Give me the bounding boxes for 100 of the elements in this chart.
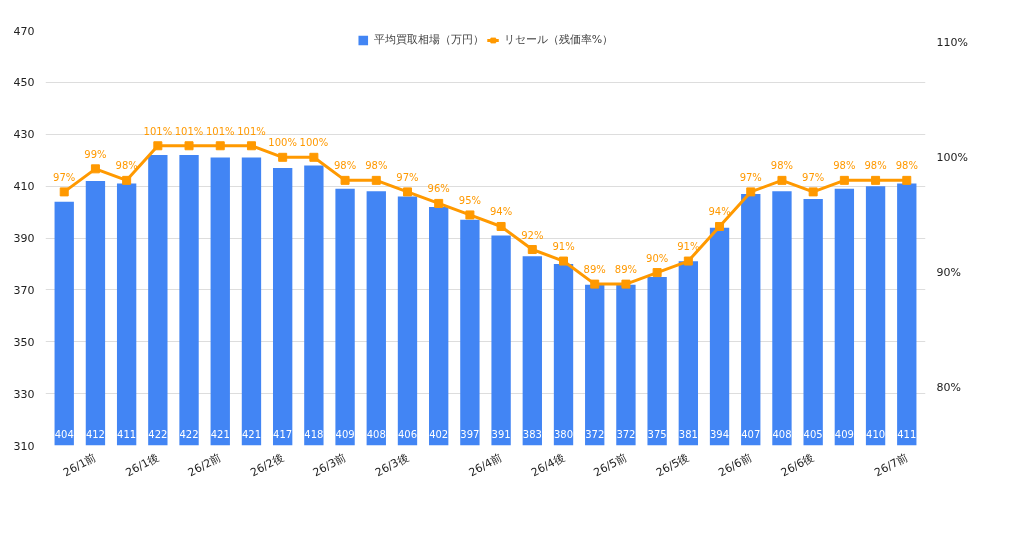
data-label: 100%	[299, 137, 329, 149]
point	[184, 141, 194, 151]
data-label: 411	[897, 428, 917, 440]
point	[246, 141, 256, 151]
data-label: 98%	[115, 160, 138, 172]
x-tick-label: 26/3前	[310, 450, 349, 480]
y2-tick-label: 80%	[936, 381, 961, 395]
data-label: 408	[366, 428, 386, 440]
point	[309, 152, 319, 162]
y2-tick-label: 90%	[936, 266, 961, 280]
data-label: 92%	[521, 229, 544, 241]
point	[839, 175, 849, 185]
data-label: 412	[85, 428, 105, 440]
data-label: 98%	[895, 160, 918, 172]
data-label: 94%	[708, 206, 731, 218]
x-tick-label: 26/3後	[373, 450, 411, 480]
data-label: 100%	[268, 137, 297, 149]
point	[871, 175, 881, 185]
data-label: 406	[397, 428, 418, 440]
x-tick-label: 26/5前	[591, 450, 630, 480]
data-label: 407	[741, 428, 761, 440]
data-label: 421	[210, 428, 230, 440]
data-label: 98%	[833, 160, 856, 172]
data-label: 409	[335, 428, 355, 440]
data-label: 97%	[802, 171, 825, 183]
x-tick-label: 26/2後	[248, 450, 286, 480]
point	[340, 175, 350, 185]
data-label: 375	[647, 428, 667, 440]
point	[777, 175, 787, 185]
data-label: 422	[148, 428, 168, 440]
point	[496, 221, 506, 231]
point	[746, 187, 756, 197]
y-tick-label: 370	[13, 283, 35, 297]
point	[621, 279, 631, 289]
data-label: 404	[54, 428, 74, 440]
legend-label: 平均買取相場（万円）	[373, 32, 484, 47]
x-tick-label: 26/7前	[872, 450, 910, 480]
data-label: 94%	[489, 206, 513, 218]
data-label: 101%	[143, 125, 173, 137]
point	[59, 187, 69, 197]
data-label: 421	[241, 428, 262, 440]
data-label: 90%	[646, 252, 669, 264]
point	[527, 245, 537, 255]
point	[652, 268, 662, 278]
y-tick-label: 310	[13, 439, 35, 453]
data-label: 411	[117, 428, 137, 440]
data-label: 97%	[739, 171, 762, 183]
data-label: 97%	[53, 171, 76, 183]
data-label: 418	[304, 428, 324, 440]
y-tick-label: 470	[13, 24, 35, 38]
legend-label: リセール（残価率%）	[503, 32, 614, 47]
y-tick-label: 410	[13, 180, 35, 194]
x-tick-label: 26/6後	[778, 450, 817, 480]
data-label: 96%	[427, 183, 450, 195]
y-tick-label: 330	[13, 387, 35, 401]
data-label: 422	[179, 428, 199, 440]
data-label: 391	[491, 428, 511, 440]
data-label: 383	[522, 428, 542, 440]
data-label: 89%	[614, 264, 638, 276]
data-label: 99%	[84, 148, 107, 160]
point	[122, 175, 132, 185]
point	[153, 141, 163, 151]
x-tick-label: 26/2前	[185, 450, 224, 480]
data-label: 409	[834, 428, 854, 440]
data-label: 98%	[864, 160, 887, 172]
data-label: 101%	[237, 125, 266, 137]
data-label: 98%	[333, 160, 357, 172]
point	[434, 198, 444, 208]
data-label: 397	[460, 428, 480, 440]
data-label: 372	[585, 428, 605, 440]
x-tick-label: 26/1前	[60, 450, 99, 480]
x-tick-label: 26/6前	[716, 450, 754, 480]
point	[808, 187, 818, 197]
x-tick-label: 26/4後	[529, 450, 567, 480]
y-tick-label: 390	[13, 232, 35, 245]
data-label: 410	[866, 428, 886, 440]
data-label: 394	[710, 428, 730, 440]
point	[559, 256, 569, 266]
point	[278, 152, 288, 162]
point	[465, 210, 475, 220]
x-tick-label: 26/1後	[123, 450, 161, 480]
data-label: 380	[553, 428, 574, 440]
y2-tick-label: 110%	[936, 35, 968, 49]
data-label: 89%	[583, 264, 606, 276]
data-label: 372	[616, 428, 636, 440]
data-label: 408	[772, 428, 792, 440]
data-label: 98%	[365, 160, 388, 172]
y-tick-label: 450	[13, 76, 35, 90]
data-label: 405	[803, 428, 823, 440]
data-label: 101%	[174, 125, 204, 137]
point	[902, 175, 912, 185]
y-tick-label: 430	[13, 128, 35, 142]
point	[683, 256, 693, 266]
data-label: 91%	[552, 241, 575, 253]
x-tick-label: 26/4前	[466, 450, 505, 480]
data-label: 101%	[205, 125, 235, 137]
data-label: 417	[273, 428, 293, 440]
y2-tick-label: 100%	[936, 150, 968, 164]
data-label: 97%	[396, 171, 419, 183]
point	[402, 187, 412, 197]
